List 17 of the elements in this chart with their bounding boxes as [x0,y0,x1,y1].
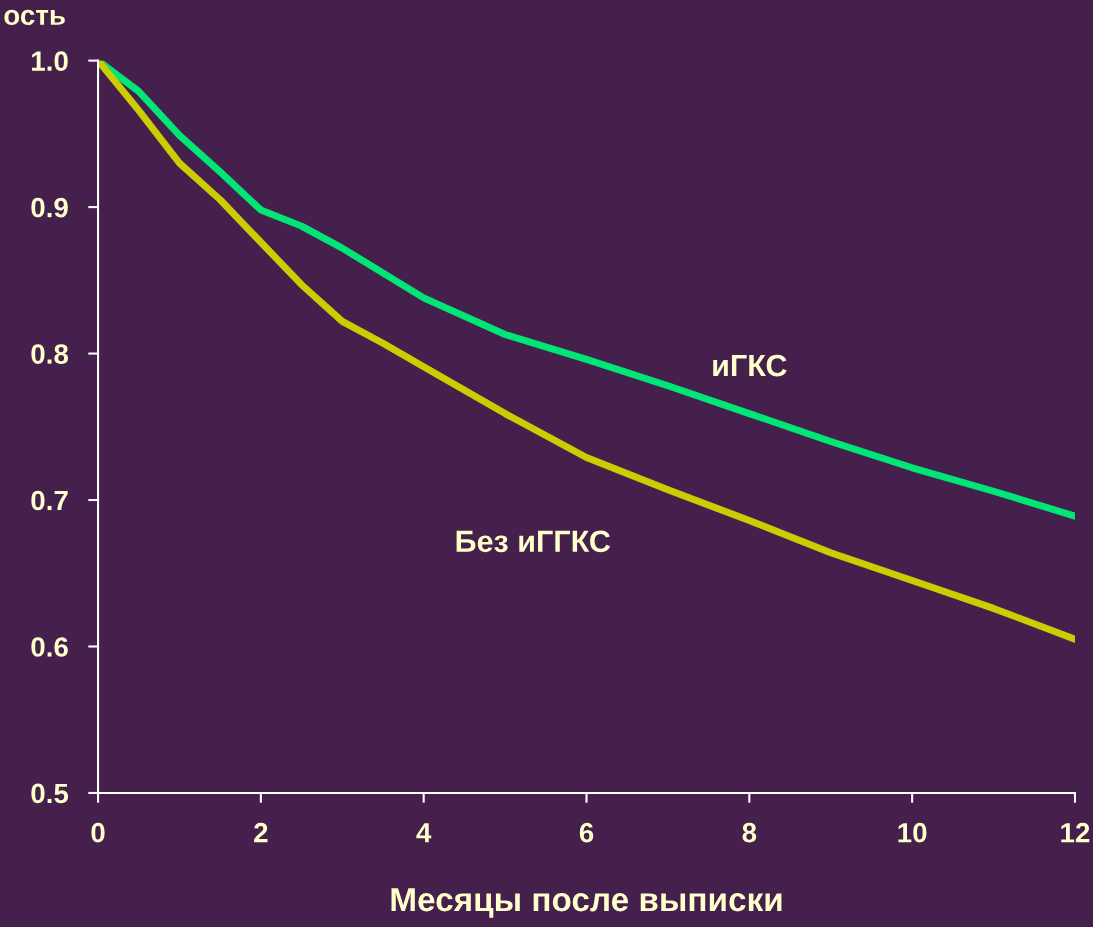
x-tick-label: 8 [742,822,757,843]
x-axis-title: Месяцы после выписки [391,888,782,918]
series-label: Без иГГКС [456,530,611,553]
series-label: иГКС [713,354,787,377]
x-tick-label: 4 [416,823,432,843]
y-tick-label: 0.8 [31,344,69,364]
y-tick-label: 0.5 [31,783,69,804]
x-tick-label: 12 [1061,822,1090,843]
x-tick-label: 10 [898,822,927,843]
y-tick-label: 0.6 [31,637,68,657]
y-tick-label: 0.7 [31,490,68,511]
y-tick-label: 0.9 [31,197,68,218]
x-tick-label: 0 [91,822,105,843]
x-tick-label: 6 [579,822,594,843]
y-axis-title: ость [4,9,65,26]
y-tick-label: 1.0 [32,51,68,71]
x-tick-label: 2 [254,822,268,843]
